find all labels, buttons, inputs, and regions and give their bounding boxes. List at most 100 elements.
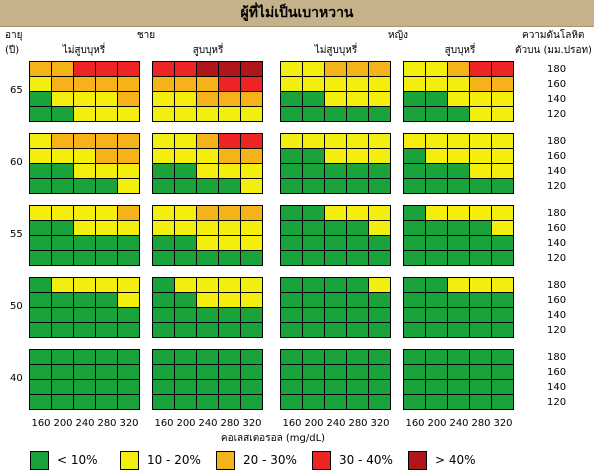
risk-cell xyxy=(174,235,197,251)
bp-label-line1: ความดันโลหิต xyxy=(522,30,585,41)
risk-cell xyxy=(73,322,96,338)
risk-cell xyxy=(117,220,140,236)
risk-cell xyxy=(152,292,175,308)
risk-grid-age-65-panel-2 xyxy=(152,61,263,122)
smoking-label-female-smoker: สูบบุหรี่ xyxy=(444,45,476,56)
risk-cell xyxy=(368,292,391,308)
smoking-label-female-nonsmoker: ไม่สูบบุหรี่ xyxy=(314,45,358,56)
risk-cell xyxy=(196,277,219,293)
bp-tick-label: 180 xyxy=(547,208,567,219)
risk-cell xyxy=(51,76,74,92)
risk-cell xyxy=(324,61,347,77)
age-tick-label: 40 xyxy=(10,373,23,384)
risk-cell xyxy=(73,91,96,107)
cholesterol-tick-label: 200 xyxy=(304,418,324,429)
risk-cell xyxy=(425,379,448,395)
risk-cell xyxy=(403,394,426,410)
risk-cell xyxy=(29,220,52,236)
risk-cell xyxy=(117,205,140,221)
risk-cell xyxy=(491,148,514,164)
risk-cell xyxy=(95,76,118,92)
risk-cell xyxy=(403,349,426,365)
risk-cell xyxy=(324,277,347,293)
risk-cell xyxy=(51,178,74,194)
risk-cell xyxy=(346,148,369,164)
risk-cell xyxy=(196,163,219,179)
risk-cell xyxy=(73,163,96,179)
risk-cell xyxy=(280,379,303,395)
risk-cell xyxy=(491,235,514,251)
risk-cell xyxy=(368,322,391,338)
risk-cell xyxy=(368,178,391,194)
risk-cell xyxy=(447,364,470,380)
bp-tick-label: 120 xyxy=(547,253,567,264)
risk-cell xyxy=(174,178,197,194)
risk-cell xyxy=(425,133,448,149)
risk-cell xyxy=(324,349,347,365)
risk-cell xyxy=(117,379,140,395)
risk-cell xyxy=(218,250,241,266)
bp-tick-label: 120 xyxy=(547,109,567,120)
risk-cell xyxy=(302,349,325,365)
risk-cell xyxy=(51,91,74,107)
cholesterol-tick-label: 280 xyxy=(97,418,117,429)
risk-cell xyxy=(368,91,391,107)
risk-cell xyxy=(73,205,96,221)
risk-cell xyxy=(324,106,347,122)
risk-grid-age-40-panel-2 xyxy=(152,349,263,410)
risk-cell xyxy=(117,364,140,380)
risk-cell xyxy=(152,235,175,251)
risk-cell xyxy=(403,379,426,395)
risk-cell xyxy=(302,91,325,107)
risk-cell xyxy=(196,235,219,251)
risk-cell xyxy=(491,106,514,122)
risk-cell xyxy=(196,205,219,221)
risk-cell xyxy=(469,106,492,122)
risk-cell xyxy=(29,277,52,293)
risk-cell xyxy=(152,178,175,194)
risk-cell xyxy=(218,163,241,179)
risk-cell xyxy=(73,148,96,164)
risk-cell xyxy=(240,220,263,236)
risk-cell xyxy=(324,133,347,149)
risk-cell xyxy=(117,307,140,323)
risk-cell xyxy=(51,133,74,149)
risk-cell xyxy=(469,292,492,308)
risk-cell xyxy=(346,163,369,179)
risk-cell xyxy=(117,322,140,338)
risk-cell xyxy=(447,91,470,107)
risk-cell xyxy=(73,364,96,380)
risk-cell xyxy=(491,394,514,410)
risk-cell xyxy=(469,307,492,323)
cholesterol-tick-label: 280 xyxy=(471,418,491,429)
risk-cell xyxy=(346,205,369,221)
risk-cell xyxy=(425,91,448,107)
risk-cell xyxy=(218,307,241,323)
cholesterol-tick-label: 200 xyxy=(427,418,447,429)
legend-swatch xyxy=(30,451,49,470)
risk-cell xyxy=(491,133,514,149)
risk-cell xyxy=(29,250,52,266)
risk-cell xyxy=(469,277,492,293)
risk-cell xyxy=(152,379,175,395)
risk-cell xyxy=(240,205,263,221)
risk-cell xyxy=(403,307,426,323)
risk-cell xyxy=(117,106,140,122)
risk-cell xyxy=(218,292,241,308)
risk-cell xyxy=(425,163,448,179)
risk-cell xyxy=(346,220,369,236)
legend-swatch xyxy=(216,451,235,470)
risk-cell xyxy=(280,106,303,122)
bp-tick-label: 180 xyxy=(547,64,567,75)
risk-cell xyxy=(152,106,175,122)
risk-cell xyxy=(280,178,303,194)
risk-cell xyxy=(240,148,263,164)
risk-cell xyxy=(174,379,197,395)
bp-tick-label: 120 xyxy=(547,397,567,408)
risk-cell xyxy=(346,106,369,122)
risk-cell xyxy=(447,205,470,221)
risk-cell xyxy=(324,322,347,338)
risk-cell xyxy=(491,349,514,365)
risk-cell xyxy=(51,61,74,77)
risk-cell xyxy=(95,91,118,107)
